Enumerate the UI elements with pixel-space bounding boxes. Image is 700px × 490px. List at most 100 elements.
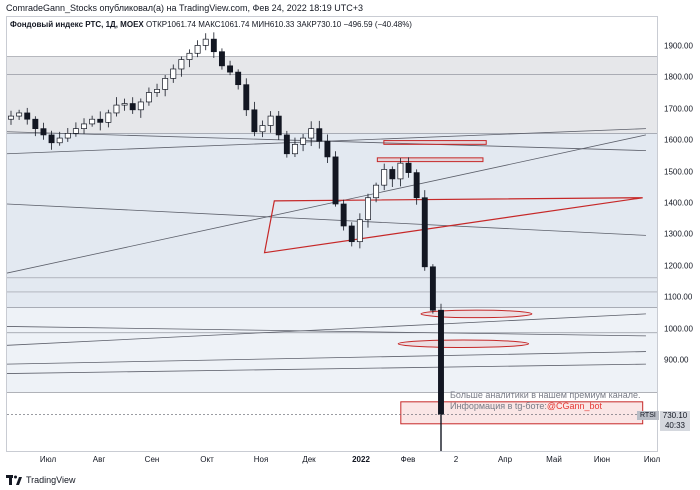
candle-body-28 xyxy=(235,71,242,86)
x-tick-label: Авг xyxy=(92,455,106,464)
red-wedge xyxy=(263,197,643,254)
candle-body-5 xyxy=(48,134,55,144)
price-axis[interactable]: 900.00 1000.00 1100.00 1200.00 1300.00 1400.0… xyxy=(658,16,700,452)
candle-body-31 xyxy=(259,125,266,133)
promo-line-2-prefix: Информация в tg-боте: xyxy=(450,401,547,411)
candle-body-19 xyxy=(162,78,169,90)
x-tick-label: Июн xyxy=(593,455,611,464)
y-tick-label: 1700.00 xyxy=(664,104,693,114)
red-zone-ellipse-4 xyxy=(397,339,530,348)
last-price-tag: 730.10 40:33 xyxy=(660,411,690,431)
candle-body-1 xyxy=(16,112,23,117)
promo-line-1: Больше аналитики в нашем премиум канале. xyxy=(450,390,641,400)
shaded-band-middle xyxy=(7,133,657,308)
candle-body-39 xyxy=(324,140,331,158)
candle-body-46 xyxy=(381,169,388,186)
footer-brand: TradingView xyxy=(26,475,76,485)
time-axis[interactable]: Июл Авг Сен Окт Ноя Дек 2022 Фев 2 Апр Май Июн Июл xyxy=(6,452,661,466)
candle-body-22 xyxy=(186,52,193,60)
candle-body-2 xyxy=(24,112,31,120)
chart-legend: Фондовый индекс РТС, 1Д, MOEX ОТКР1061.7… xyxy=(10,20,412,29)
trendline-3 xyxy=(7,134,647,274)
candle-body-14 xyxy=(121,103,128,106)
candle-body-24 xyxy=(202,38,209,46)
candle-body-34 xyxy=(283,134,290,155)
candle-body-20 xyxy=(170,68,177,79)
x-tick-label: 2 xyxy=(453,455,459,464)
candle-body-26 xyxy=(218,51,225,67)
candle-body-33 xyxy=(275,115,282,136)
shaded-band-upper xyxy=(7,56,657,134)
candle-body-23 xyxy=(194,45,201,54)
promo-line-2: Информация в tg-боте:@CGann_bot xyxy=(450,401,641,412)
legend-symbol: Фондовый индекс РТС, 1Д, MOEX xyxy=(10,20,144,29)
candle-body-12 xyxy=(105,112,112,123)
y-tick-label: 1100.00 xyxy=(664,292,693,302)
candle-body-6 xyxy=(56,137,63,144)
trendline-5 xyxy=(7,313,646,346)
candle-body-13 xyxy=(113,104,120,114)
candle-body-9 xyxy=(81,123,87,129)
candle-body-27 xyxy=(227,65,234,73)
candle-body-16 xyxy=(137,101,144,111)
y-tick-label: 1800.00 xyxy=(664,72,693,82)
candle-body-21 xyxy=(178,59,185,70)
legend-ohlc: ОТКР1061.74 МАКС1061.74 МИН610.33 ЗАКР73… xyxy=(145,20,342,29)
candle-body-38 xyxy=(316,128,323,142)
candle-body-10 xyxy=(89,118,96,125)
candle-body-15 xyxy=(129,103,136,111)
x-tick-label: Ноя xyxy=(253,455,269,464)
x-tick-label: Июл xyxy=(643,455,661,464)
promo-text: Больше аналитики в нашем премиум канале.… xyxy=(450,390,641,412)
candle-body-3 xyxy=(32,118,39,129)
candle-body-45 xyxy=(373,184,380,199)
promo-handle[interactable]: @CGann_bot xyxy=(546,401,603,411)
y-tick-label: 1400.00 xyxy=(664,198,693,208)
candle-body-8 xyxy=(72,128,79,134)
red-zone-rect-0 xyxy=(383,140,487,145)
y-tick-label: 1600.00 xyxy=(664,135,693,145)
x-tick-label: Окт xyxy=(200,455,214,464)
candle-body-41 xyxy=(340,203,347,227)
candle-body-17 xyxy=(145,92,152,103)
candle-body-25 xyxy=(210,38,217,53)
trendline-7 xyxy=(7,363,646,374)
y-tick-label: 1200.00 xyxy=(664,261,693,271)
x-tick-label: Май xyxy=(546,455,562,464)
tradingview-logo-icon xyxy=(6,475,22,485)
x-tick-label: Дек xyxy=(302,455,316,464)
candle-body-0 xyxy=(8,115,14,120)
y-tick-label: 900.00 xyxy=(664,355,689,365)
candle-body-29 xyxy=(243,84,250,111)
candle-body-37 xyxy=(308,128,315,139)
red-zone-ellipse-3 xyxy=(420,309,533,319)
candle-body-35 xyxy=(292,143,298,155)
candle-body-32 xyxy=(267,115,274,126)
trendline-4 xyxy=(7,326,646,337)
candle-body-18 xyxy=(154,89,160,93)
x-tick-label: Апр xyxy=(497,455,513,464)
y-tick-label: 1300.00 xyxy=(664,229,693,239)
y-tick-label: 1500.00 xyxy=(664,167,693,177)
candle-body-49 xyxy=(405,162,412,173)
trendline-2 xyxy=(7,203,646,236)
symbol-tag: RTSI xyxy=(637,411,659,420)
legend-change: −496.59 (−40.48%) xyxy=(343,20,412,29)
chart-svg[interactable] xyxy=(7,17,658,452)
x-tick-label: Фев xyxy=(400,455,416,464)
candle-body-48 xyxy=(397,162,404,180)
candle-body-43 xyxy=(356,219,363,243)
red-zone-rect-1 xyxy=(376,157,484,163)
x-tick-label: Сен xyxy=(144,455,160,464)
candle-body-30 xyxy=(251,109,258,133)
y-tick-label: 1900.00 xyxy=(664,41,693,51)
candle-body-11 xyxy=(97,118,104,123)
x-tick-label: 2022 xyxy=(352,455,370,464)
candle-body-36 xyxy=(300,137,307,145)
candle-body-50 xyxy=(413,172,420,199)
candle-body-44 xyxy=(365,197,371,221)
candle-body-47 xyxy=(389,169,396,180)
chart-plot-area[interactable] xyxy=(6,16,658,452)
footer: TradingView xyxy=(6,472,76,488)
countdown-timer: 40:33 xyxy=(664,421,686,430)
